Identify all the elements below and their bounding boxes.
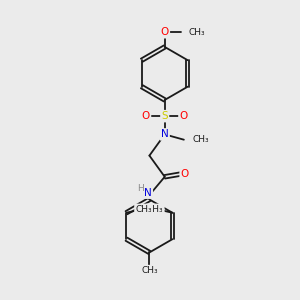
Text: CH₃: CH₃ [193,135,209,144]
Text: O: O [181,169,189,179]
Text: O: O [142,111,150,121]
Text: CH₃: CH₃ [147,205,164,214]
Text: N: N [144,188,152,198]
Text: S: S [161,111,168,121]
Text: CH₃: CH₃ [141,266,158,275]
Text: CH₃: CH₃ [188,28,205,37]
Text: CH₃: CH₃ [135,205,152,214]
Text: N: N [161,129,169,140]
Text: O: O [179,111,188,121]
Text: O: O [160,27,169,37]
Text: H: H [137,184,144,193]
